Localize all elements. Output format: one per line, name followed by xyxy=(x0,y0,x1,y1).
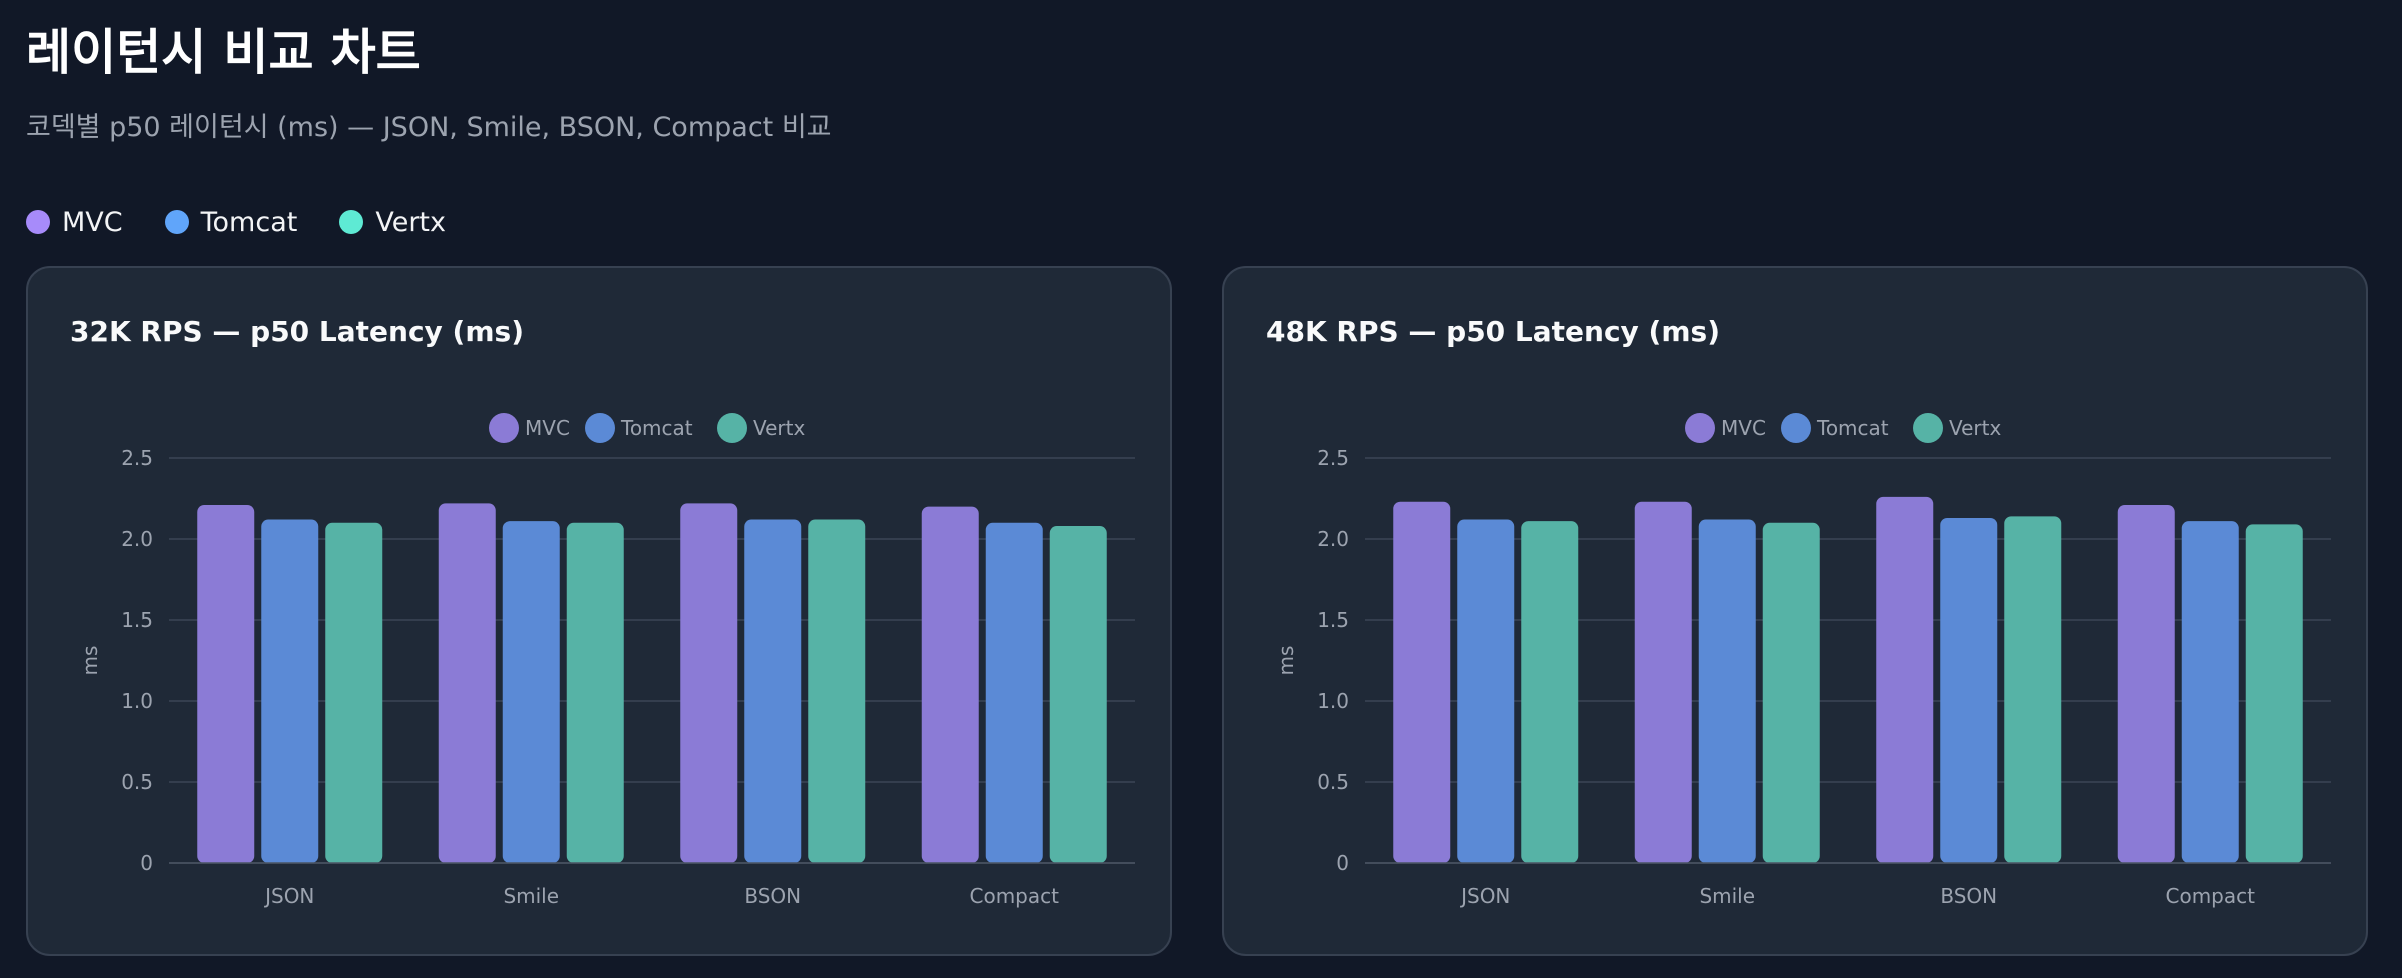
x-tick-label: Smile xyxy=(503,884,559,908)
chart-legend-label-mvc: MVC xyxy=(525,416,570,440)
bar-mvc-bson[interactable] xyxy=(680,503,738,863)
chart-legend-item-mvc[interactable]: MVC xyxy=(489,413,570,443)
bar-chart-48k: 0 0.5 1.0 1.5 2.0 2.5 ms JSON Smile BSON Compact MV… xyxy=(1274,413,2331,908)
bar-mvc-smile[interactable] xyxy=(438,503,496,863)
chart-legend-dot-tomcat xyxy=(1781,413,1811,443)
bar-vertx-json[interactable] xyxy=(1521,521,1579,863)
bar-tomcat-smile[interactable] xyxy=(502,521,560,863)
chart-card-32k: 32K RPS — p50 Latency (ms) 0 0.5 1.0 1.5 2.0… xyxy=(26,266,1172,956)
bar-vertx-bson[interactable] xyxy=(808,519,866,863)
legend-item-vertx[interactable]: Vertx xyxy=(339,207,446,238)
y-tick-label: 2.5 xyxy=(1317,446,1349,470)
chart-legend-dot-mvc xyxy=(489,413,519,443)
x-tick-label: Smile xyxy=(1699,884,1755,908)
bar-tomcat-smile[interactable] xyxy=(1698,519,1756,863)
y-tick-label: 1.0 xyxy=(121,689,153,713)
legend-dot-tomcat xyxy=(164,210,189,234)
bar-tomcat-compact[interactable] xyxy=(985,522,1043,863)
bar-mvc-compact[interactable] xyxy=(2117,504,2175,863)
legend-label-mvc: MVC xyxy=(62,206,123,238)
y-tick-label: 0.5 xyxy=(1317,770,1349,794)
bar-tomcat-bson[interactable] xyxy=(744,519,802,863)
y-axis-label: ms xyxy=(78,646,102,676)
chart-legend-label-vertx: Vertx xyxy=(753,416,805,440)
x-tick-label: Compact xyxy=(970,884,1060,908)
y-tick-label: 0 xyxy=(1336,851,1349,875)
bar-tomcat-json[interactable] xyxy=(261,519,319,863)
y-tick-label: 2.0 xyxy=(121,527,153,551)
chart-legend-item-tomcat[interactable]: Tomcat xyxy=(585,413,693,443)
bar-chart-32k: 0 0.5 1.0 1.5 2.0 2.5 ms JSON Smile BSON Compact MV… xyxy=(78,413,1135,908)
bar-tomcat-compact[interactable] xyxy=(2181,521,2239,863)
page-title: 레이턴시 비교 차트 xyxy=(26,24,421,81)
y-tick-label: 0 xyxy=(140,851,153,875)
y-tick-label: 1.0 xyxy=(1317,689,1349,713)
chart-legend-dot-mvc xyxy=(1685,413,1715,443)
legend-item-tomcat[interactable]: Tomcat xyxy=(164,206,298,238)
chart-title-48k: 48K RPS — p50 Latency (ms) xyxy=(1266,315,1720,348)
chart-legend-item-vertx[interactable]: Vertx xyxy=(717,413,805,443)
chart-card-48k: 48K RPS — p50 Latency (ms) 0 0.5 1.0 1.5 2.0… xyxy=(1222,266,2368,956)
legend-dot-vertx xyxy=(339,210,364,234)
chart-legend-dot-vertx xyxy=(1913,413,1943,443)
bar-mvc-smile[interactable] xyxy=(1634,501,1692,863)
chart-legend-item-tomcat[interactable]: Tomcat xyxy=(1781,413,1889,443)
bar-vertx-bson[interactable] xyxy=(2004,516,2062,863)
legend-label-vertx: Vertx xyxy=(375,206,446,238)
x-tick-label: JSON xyxy=(1459,884,1510,908)
chart-legend-label-mvc: MVC xyxy=(1721,416,1766,440)
bar-tomcat-bson[interactable] xyxy=(1940,517,1998,863)
bar-mvc-json[interactable] xyxy=(197,504,255,863)
bar-vertx-compact[interactable] xyxy=(1049,526,1107,863)
chart-legend-item-mvc[interactable]: MVC xyxy=(1685,413,1766,443)
bar-vertx-json[interactable] xyxy=(325,522,383,863)
x-tick-label: JSON xyxy=(263,884,314,908)
y-tick-label: 2.5 xyxy=(121,446,153,470)
chart-legend-dot-tomcat xyxy=(585,413,615,443)
legend-label-tomcat: Tomcat xyxy=(200,206,298,238)
bar-vertx-compact[interactable] xyxy=(2245,524,2303,863)
y-axis-label: ms xyxy=(1274,646,1298,676)
y-tick-label: 0.5 xyxy=(121,770,153,794)
chart-legend-label-tomcat: Tomcat xyxy=(1816,416,1889,440)
bar-vertx-smile[interactable] xyxy=(1762,522,1820,863)
x-tick-label: BSON xyxy=(1940,884,1997,908)
chart-legend-label-tomcat: Tomcat xyxy=(620,416,693,440)
bar-mvc-json[interactable] xyxy=(1393,501,1451,863)
chart-title-32k: 32K RPS — p50 Latency (ms) xyxy=(70,315,524,348)
chart-legend-dot-vertx xyxy=(717,413,747,443)
legend-dot-mvc xyxy=(26,210,50,234)
bar-vertx-smile[interactable] xyxy=(566,522,624,863)
y-tick-label: 1.5 xyxy=(121,608,153,632)
y-tick-label: 1.5 xyxy=(1317,608,1349,632)
chart-legend-item-vertx[interactable]: Vertx xyxy=(1913,413,2001,443)
x-tick-label: BSON xyxy=(744,884,801,908)
global-legend: MVC Tomcat Vertx xyxy=(26,202,446,242)
legend-item-mvc[interactable]: MVC xyxy=(26,207,123,238)
bar-mvc-bson[interactable] xyxy=(1876,496,1934,863)
y-tick-label: 2.0 xyxy=(1317,527,1349,551)
x-tick-label: Compact xyxy=(2166,884,2256,908)
page-subtitle: 코덱별 p50 레이턴시 (ms) — JSON, Smile, BSON, C… xyxy=(26,112,832,143)
bar-tomcat-json[interactable] xyxy=(1457,519,1515,863)
chart-legend-label-vertx: Vertx xyxy=(1949,416,2001,440)
bar-mvc-compact[interactable] xyxy=(921,506,979,863)
